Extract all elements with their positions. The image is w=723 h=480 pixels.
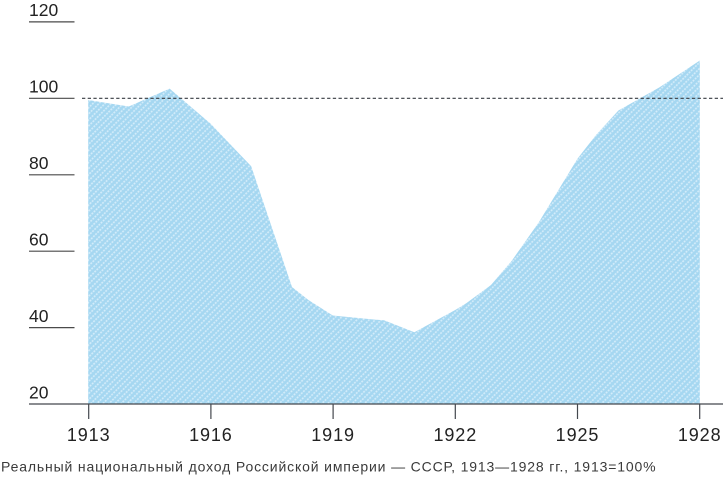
svg-text:60: 60 xyxy=(29,230,49,250)
svg-text:1916: 1916 xyxy=(189,425,233,445)
svg-text:1922: 1922 xyxy=(433,425,477,445)
svg-text:1913: 1913 xyxy=(67,425,111,445)
svg-text:100: 100 xyxy=(29,77,58,97)
svg-text:1919: 1919 xyxy=(311,425,355,445)
svg-text:40: 40 xyxy=(29,306,49,326)
svg-text:20: 20 xyxy=(29,382,49,402)
svg-text:1928: 1928 xyxy=(678,425,722,445)
svg-text:Реальный национальный доход Ро: Реальный национальный доход Российской и… xyxy=(1,459,656,475)
svg-text:1925: 1925 xyxy=(556,425,600,445)
svg-text:120: 120 xyxy=(29,0,58,20)
svg-text:80: 80 xyxy=(29,153,49,173)
